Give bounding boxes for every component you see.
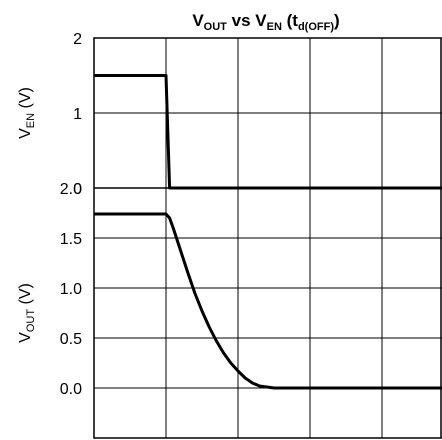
chart-title: VOUT vs VEN (td(OFF)) — [192, 11, 339, 33]
series-line — [94, 74, 442, 190]
y-tick-label: 0.5 — [60, 331, 82, 348]
y-tick-label: 1.0 — [60, 281, 82, 298]
y-tick-label: 0 — [73, 181, 82, 198]
y-axis-label-vout: VOUT (V) — [17, 283, 37, 343]
y-tick-label: 2 — [73, 31, 82, 48]
y-tick-label: 1 — [73, 106, 82, 123]
series-line — [94, 212, 442, 390]
y-axis-label-ven: VEN (V) — [17, 87, 37, 139]
y-tick-label: 2.0 — [60, 181, 82, 198]
y-tick-label: 0.0 — [60, 381, 82, 398]
y-tick-label: 1.5 — [60, 231, 82, 248]
plot-frame — [93, 37, 442, 439]
